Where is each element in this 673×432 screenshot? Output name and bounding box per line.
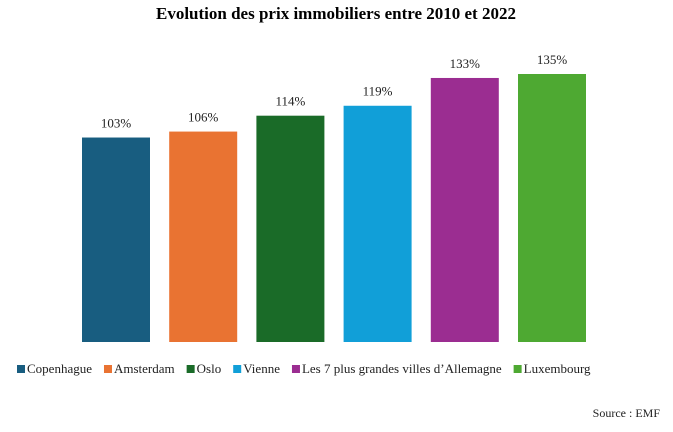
legend-swatch bbox=[513, 365, 522, 373]
legend-swatch bbox=[233, 365, 242, 373]
data-label: 135% bbox=[537, 52, 568, 67]
source: Source : EMF bbox=[593, 406, 661, 420]
legend-label: Les 7 plus grandes villes d’Allemagne bbox=[302, 361, 502, 376]
legend-label: Vienne bbox=[243, 361, 280, 376]
bar bbox=[430, 77, 499, 342]
legend-label: Amsterdam bbox=[114, 361, 175, 376]
legend-label: Oslo bbox=[197, 361, 222, 376]
data-label: 119% bbox=[363, 84, 393, 99]
data-label: 103% bbox=[101, 116, 132, 131]
legend-swatch bbox=[186, 365, 195, 373]
bar bbox=[82, 137, 150, 342]
chart-title: Evolution des prix immobiliers entre 201… bbox=[156, 4, 516, 23]
data-label: 133% bbox=[450, 56, 481, 71]
bar bbox=[343, 105, 412, 342]
legend-swatch bbox=[291, 365, 300, 373]
legend-swatch bbox=[17, 365, 25, 373]
legend-swatch bbox=[103, 365, 112, 373]
bar bbox=[169, 131, 238, 342]
legend-label: Copenhague bbox=[27, 361, 92, 376]
bar bbox=[256, 115, 325, 342]
bar bbox=[518, 74, 586, 342]
data-label: 106% bbox=[188, 110, 219, 125]
legend-label: Luxembourg bbox=[524, 361, 591, 376]
data-label: 114% bbox=[275, 94, 305, 109]
